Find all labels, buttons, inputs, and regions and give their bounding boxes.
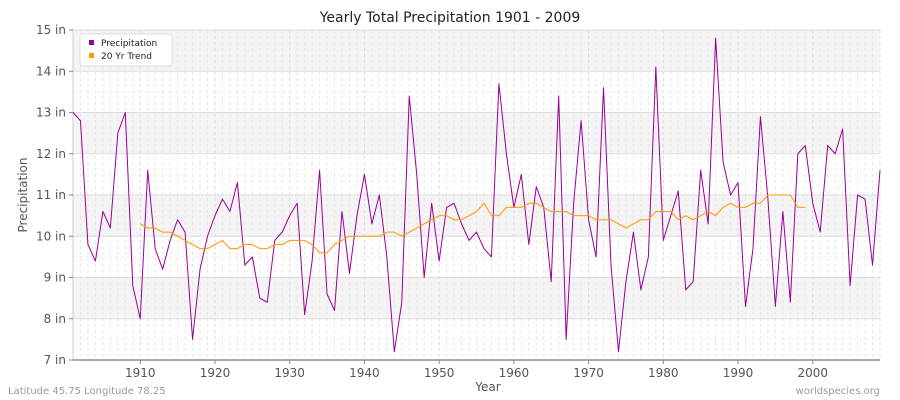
x-axis-title: Year (474, 380, 500, 394)
x-tick-label: 1920 (200, 366, 231, 380)
x-tick-label: 1980 (648, 366, 679, 380)
x-tick-label: 1910 (125, 366, 156, 380)
y-tick-label: 8 in (44, 312, 66, 326)
chart-title: Yearly Total Precipitation 1901 - 2009 (319, 10, 581, 26)
y-tick-label: 9 in (44, 271, 66, 285)
x-tick-labels: 1910 1920 1930 1940 1950 1960 1970 1980 1990 2000 (125, 360, 828, 380)
x-tick-label: 1930 (274, 366, 305, 380)
y-tick-labels: 7 in 8 in 9 in 10 in 11 in 12 in 13 in 14 in 15 … (36, 23, 73, 367)
legend-box (79, 33, 173, 67)
x-tick-label: 1990 (723, 366, 754, 380)
y-tick-label: 12 in (36, 147, 66, 161)
vertical-grid-lines (72, 30, 881, 360)
legend: Precipitation 20 Yr Trend (79, 33, 173, 67)
x-tick-label: 1950 (424, 366, 455, 380)
precipitation-line (72, 37, 881, 353)
y-tick-label: 13 in (36, 106, 66, 120)
legend-label-precipitation: Precipitation (101, 39, 157, 49)
legend-swatch-precipitation (89, 40, 94, 45)
footer-location: Latitude 45.75 Longitude 78.25 (8, 386, 166, 397)
y-tick-label: 14 in (36, 64, 66, 78)
series-lines (72, 37, 881, 353)
x-tick-label: 2000 (797, 366, 828, 380)
footer-source: worldspecies.org (796, 386, 880, 397)
y-tick-label: 10 in (36, 229, 66, 243)
y-tick-label: 15 in (36, 23, 66, 37)
x-tick-label: 1970 (573, 366, 604, 380)
legend-swatch-trend (89, 53, 94, 58)
y-tick-label: 7 in (44, 353, 66, 367)
x-tick-label: 1960 (499, 366, 530, 380)
trend-line (140, 194, 806, 254)
x-tick-label: 1940 (349, 366, 380, 380)
y-tick-label: 11 in (36, 188, 66, 202)
legend-label-trend: 20 Yr Trend (101, 52, 152, 62)
y-axis-title: Precipitation (16, 157, 30, 232)
